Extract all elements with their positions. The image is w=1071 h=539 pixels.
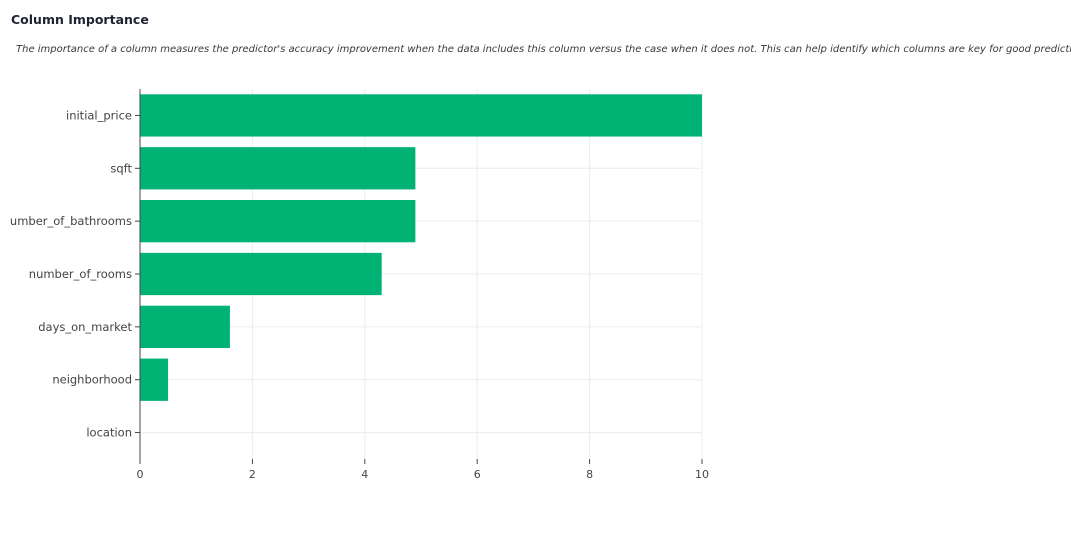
x-tick-label: 2	[249, 468, 256, 481]
y-tick-label: number_of_rooms	[29, 267, 132, 281]
bar-neighborhood	[140, 358, 169, 401]
bar-initial-price	[140, 94, 702, 137]
bar-umber-of-bathrooms	[140, 200, 416, 243]
x-tick-label: 6	[474, 468, 481, 481]
x-tick-label: 8	[586, 468, 593, 481]
y-tick-label: initial_price	[66, 108, 132, 122]
chart-title: Column Importance	[11, 12, 149, 27]
y-tick-label: days_on_market	[38, 320, 132, 334]
chart-description: The importance of a column measures the …	[16, 44, 1071, 55]
x-tick-label: 4	[361, 468, 368, 481]
x-tick-label: 0	[137, 468, 144, 481]
y-tick-label: umber_of_bathrooms	[10, 214, 132, 228]
bars	[140, 94, 702, 401]
y-tick-label: sqft	[110, 161, 132, 175]
bar-days-on-market	[140, 305, 230, 348]
y-tick-label: location	[86, 426, 132, 440]
y-tick-label: neighborhood	[52, 373, 132, 387]
bar-sqft	[140, 147, 416, 190]
x-tick-label: 10	[695, 468, 709, 481]
bar-number-of-rooms	[140, 252, 382, 296]
